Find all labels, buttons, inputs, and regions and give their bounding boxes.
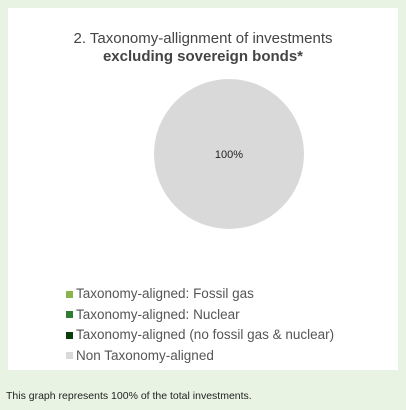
legend-item-non-aligned: Non Taxonomy-aligned bbox=[66, 346, 334, 367]
legend-label-fossil-gas: Taxonomy-aligned: Fossil gas bbox=[76, 286, 254, 301]
chart-title-line2: excluding sovereign bonds* bbox=[102, 48, 304, 65]
legend-label-aligned-other: Taxonomy-aligned (no fossil gas & nuclea… bbox=[76, 327, 335, 342]
chart-title-line1: 2. Taxonomy-allignment of investments bbox=[73, 30, 333, 47]
footnote: This graph represents 100% of the total … bbox=[6, 390, 252, 402]
legend-item-aligned-other: Taxonomy-aligned (no fossil gas & nuclea… bbox=[66, 325, 334, 346]
legend-swatch-nuclear bbox=[66, 311, 73, 319]
pie-slice-non-taxonomy-aligned bbox=[154, 79, 304, 229]
pie-slices bbox=[154, 79, 304, 229]
legend-swatch-fossil-gas bbox=[66, 290, 73, 298]
chart-panel: 2. Taxonomy-allignment of investments ex… bbox=[8, 8, 398, 370]
chart-legend: Taxonomy-aligned: Fossil gas Taxonomy-al… bbox=[66, 284, 334, 366]
legend-item-fossil-gas: Taxonomy-aligned: Fossil gas bbox=[66, 284, 334, 305]
pie-chart: 100% bbox=[154, 79, 304, 229]
legend-label-non-aligned: Non Taxonomy-aligned bbox=[76, 347, 214, 363]
legend-label-nuclear: Taxonomy-aligned: Nuclear bbox=[76, 306, 240, 322]
legend-swatch-non-aligned bbox=[66, 352, 73, 360]
legend-item-nuclear: Taxonomy-aligned: Nuclear bbox=[66, 305, 334, 326]
pie-data-label: 100% bbox=[215, 149, 243, 161]
legend-swatch-aligned-other bbox=[66, 331, 73, 339]
chart-title: 2. Taxonomy-allignment of investments ex… bbox=[8, 30, 398, 66]
